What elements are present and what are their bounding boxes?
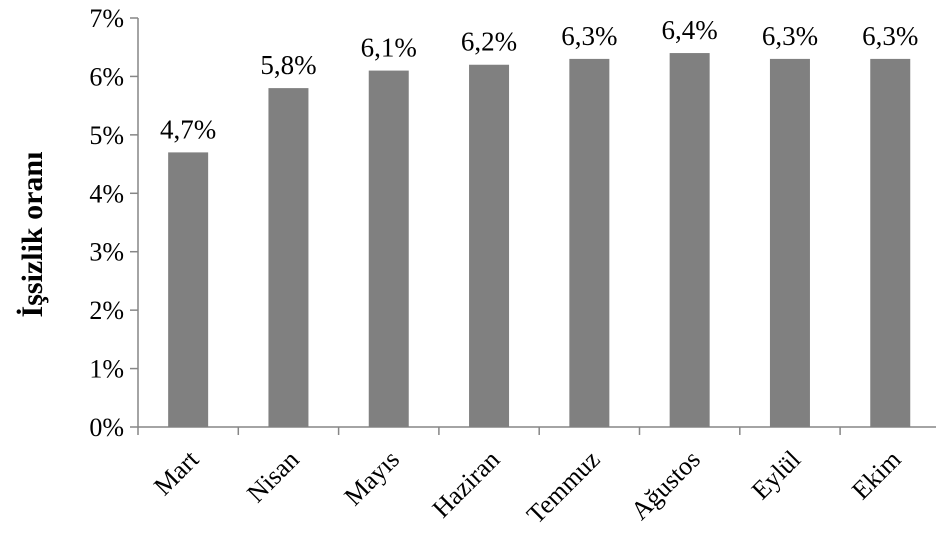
x-tick-label: Temmuz	[521, 445, 606, 530]
data-label: 6,1%	[361, 33, 417, 63]
y-tick-label: 6%	[89, 62, 124, 91]
x-tick-label: Mayıs	[339, 445, 405, 511]
bars	[168, 53, 911, 428]
x-tick-label: Mart	[148, 444, 205, 501]
bar	[268, 88, 309, 427]
data-label: 6,4%	[662, 15, 718, 45]
y-tick-label: 0%	[89, 413, 124, 442]
bar	[368, 70, 409, 427]
bar	[569, 58, 610, 428]
x-tick-label: Haziran	[427, 445, 506, 524]
x-tick-label: Nisan	[241, 445, 304, 508]
bar	[769, 58, 810, 428]
data-label: 4,7%	[160, 114, 216, 144]
y-tick-label: 3%	[89, 238, 124, 267]
data-label: 6,3%	[862, 21, 918, 51]
x-axis: Mart Nisan Mayıs Haziran Temmuz Ağustos Eylül E…	[137, 426, 936, 530]
y-tick-label: 1%	[89, 355, 124, 384]
bar	[469, 64, 510, 427]
x-tick-label: Ekim	[846, 445, 906, 505]
y-tick-label: 7%	[89, 4, 124, 33]
x-tick-label: Eylül	[746, 445, 806, 505]
bar	[669, 53, 710, 428]
bar	[870, 58, 911, 428]
data-label: 6,3%	[762, 21, 818, 51]
data-label: 6,3%	[561, 21, 617, 51]
data-labels: 4,7% 5,8% 6,1% 6,2% 6,3% 6,4% 6,3% 6,3%	[160, 15, 918, 144]
y-tick-label: 4%	[89, 179, 124, 208]
y-tick-label: 2%	[89, 296, 124, 325]
y-axis-title: İşsizlik oranı	[16, 152, 49, 318]
data-label: 6,2%	[461, 27, 517, 57]
y-axis: 0% 1% 2% 3% 4% 5% 6% 7%	[89, 4, 139, 442]
y-tick-label: 5%	[89, 121, 124, 150]
data-label: 5,8%	[260, 50, 316, 80]
bar	[168, 152, 209, 427]
x-tick-label: Ağustos	[625, 445, 706, 526]
